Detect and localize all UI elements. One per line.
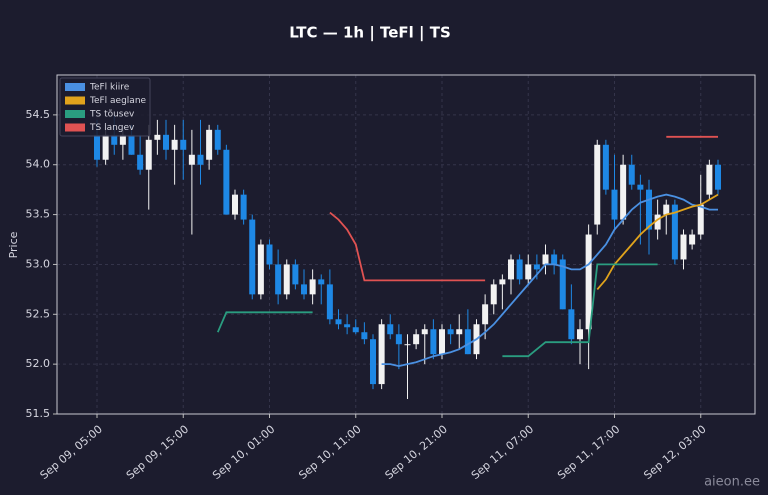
- candle-body: [568, 309, 575, 340]
- candle-body: [395, 334, 402, 345]
- candle-body: [637, 184, 644, 190]
- candle-body: [326, 284, 333, 320]
- candle-body: [413, 334, 420, 345]
- candle-body: [111, 134, 118, 145]
- legend-swatch: [65, 83, 85, 91]
- candle-body: [214, 129, 221, 150]
- indicator-line: [596, 193, 719, 290]
- candle-body: [94, 134, 100, 160]
- candle-body: [344, 324, 351, 328]
- candle-body: [361, 332, 368, 340]
- candle-body: [387, 324, 394, 335]
- candle-body: [516, 259, 523, 280]
- candle-body: [671, 204, 678, 260]
- candle-body: [370, 339, 376, 385]
- candle-body: [275, 264, 282, 295]
- candle-body: [525, 264, 532, 280]
- candle-body: [378, 324, 385, 385]
- candle-body: [706, 164, 713, 195]
- candle-body: [171, 139, 178, 150]
- candle-body: [301, 284, 307, 295]
- candle-body: [197, 154, 204, 165]
- legend-swatch: [65, 110, 85, 118]
- candle-body: [551, 254, 558, 265]
- candle-body: [430, 329, 437, 355]
- y-tick-label: 52.0: [26, 357, 51, 370]
- indicator-line: [216, 263, 658, 358]
- candle-body: [620, 164, 627, 220]
- candle-body: [464, 329, 471, 355]
- candle-body: [680, 234, 687, 260]
- candle-body: [611, 189, 618, 220]
- candle-body: [137, 154, 144, 170]
- candle-body: [421, 329, 428, 335]
- indicator-line: [381, 193, 718, 368]
- candle-body: [163, 134, 169, 150]
- plot-frame: [56, 74, 756, 415]
- candle-body: [577, 329, 583, 340]
- legend-box: [59, 77, 151, 137]
- candle-body: [646, 189, 652, 230]
- candle-body: [145, 139, 152, 170]
- chart-title: LTC — 1h | TeFl | TS: [289, 24, 451, 43]
- candle-body: [447, 329, 454, 335]
- candle-body: [404, 344, 411, 346]
- candle-body: [663, 204, 670, 215]
- y-tick-label: 54.0: [26, 158, 51, 171]
- candle-body: [585, 234, 592, 330]
- candle-body: [180, 139, 187, 150]
- candle-body: [594, 144, 601, 225]
- indicator-line: [329, 135, 718, 282]
- candle-body: [292, 264, 299, 285]
- y-tick-label: 54.5: [26, 108, 51, 121]
- y-tick-label: 53.0: [26, 257, 51, 270]
- candle-body: [439, 329, 445, 355]
- y-tick-label: 52.5: [26, 307, 51, 320]
- candle-body: [154, 134, 161, 140]
- candle-body: [309, 279, 316, 295]
- candle-body: [249, 219, 256, 295]
- candle-body: [628, 164, 635, 185]
- y-axis-label: Price: [7, 231, 20, 258]
- candle-body: [206, 129, 213, 160]
- candle-body: [335, 319, 342, 325]
- candle-body: [266, 244, 273, 265]
- candle-body: [697, 204, 704, 235]
- legend-label: TS langev: [89, 123, 135, 133]
- candle-body: [456, 329, 463, 335]
- candle-body: [352, 327, 359, 333]
- candle-body: [533, 264, 540, 270]
- candle-body: [128, 134, 135, 155]
- candle-body: [602, 144, 609, 190]
- candle-body: [318, 279, 325, 285]
- candle-body: [715, 164, 721, 190]
- watermark: aieon.ee: [704, 475, 760, 490]
- candle-body: [499, 279, 506, 285]
- legend-label: TS tõusev: [89, 110, 135, 120]
- legend-swatch: [65, 123, 85, 132]
- candle-body: [283, 264, 290, 295]
- legend-label: TeFl aeglane: [89, 96, 147, 106]
- candle-body: [119, 134, 126, 145]
- legend-label: TeFl kiire: [89, 83, 130, 93]
- candle-body: [188, 154, 195, 165]
- candle-body: [542, 254, 549, 265]
- candle-body: [232, 194, 238, 215]
- candle-body: [240, 194, 247, 220]
- y-tick-label: 53.5: [26, 208, 51, 221]
- legend-swatch: [65, 96, 85, 105]
- candle-body: [654, 214, 661, 230]
- candle-body: [559, 259, 566, 310]
- candle-body: [482, 304, 489, 325]
- candle-body: [490, 284, 497, 305]
- candle-body: [689, 234, 696, 245]
- candle-body: [102, 134, 109, 160]
- candle-body: [257, 244, 264, 295]
- candle-body: [223, 149, 230, 215]
- candle-body: [508, 259, 514, 280]
- y-tick-label: 51.5: [26, 407, 51, 420]
